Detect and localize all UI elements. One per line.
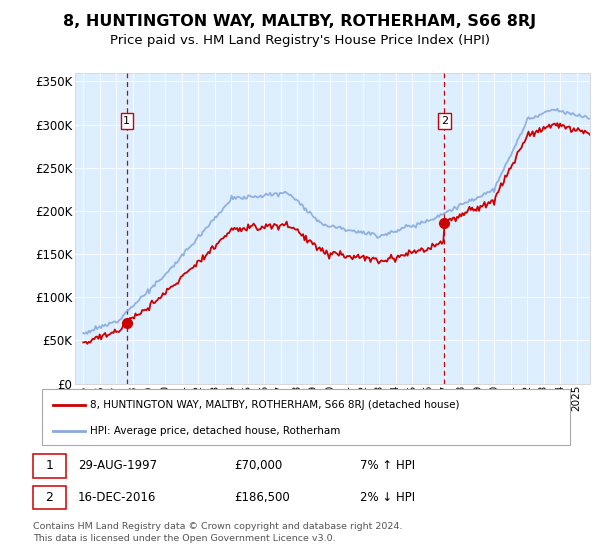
Text: HPI: Average price, detached house, Rotherham: HPI: Average price, detached house, Roth… — [90, 426, 340, 436]
Text: 16-DEC-2016: 16-DEC-2016 — [78, 491, 157, 504]
Text: 7% ↑ HPI: 7% ↑ HPI — [360, 459, 415, 473]
Text: Price paid vs. HM Land Registry's House Price Index (HPI): Price paid vs. HM Land Registry's House … — [110, 34, 490, 46]
Text: 2% ↓ HPI: 2% ↓ HPI — [360, 491, 415, 504]
Text: 8, HUNTINGTON WAY, MALTBY, ROTHERHAM, S66 8RJ: 8, HUNTINGTON WAY, MALTBY, ROTHERHAM, S6… — [64, 14, 536, 29]
Text: 1: 1 — [124, 116, 130, 126]
Text: 1: 1 — [46, 459, 53, 473]
Text: 8, HUNTINGTON WAY, MALTBY, ROTHERHAM, S66 8RJ (detached house): 8, HUNTINGTON WAY, MALTBY, ROTHERHAM, S6… — [90, 400, 460, 410]
Text: Contains HM Land Registry data © Crown copyright and database right 2024.
This d: Contains HM Land Registry data © Crown c… — [33, 522, 403, 543]
Text: 2: 2 — [46, 491, 53, 504]
Text: 29-AUG-1997: 29-AUG-1997 — [78, 459, 157, 473]
Text: £70,000: £70,000 — [234, 459, 282, 473]
Text: 2: 2 — [440, 116, 448, 126]
Text: £186,500: £186,500 — [234, 491, 290, 504]
